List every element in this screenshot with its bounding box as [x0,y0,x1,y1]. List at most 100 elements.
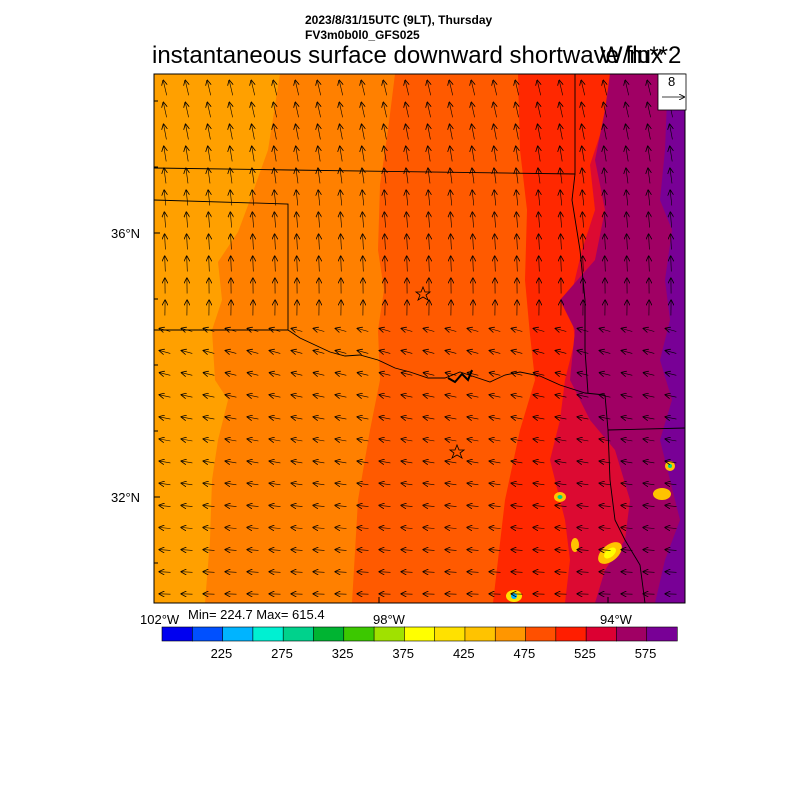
wind-arrow [314,505,325,506]
wind-arrow [556,417,567,419]
wind-arrow [336,329,347,332]
wind-arrow [515,103,518,118]
wind-arrow [626,147,628,162]
wind-arrow [648,169,650,184]
wind-arrow [581,81,584,96]
wind-arrow [274,125,277,140]
wind-arrow [446,528,457,529]
wind-arrow [182,528,193,529]
wind-arrow [226,461,237,463]
colorbar-label: 425 [452,646,475,661]
wind-arrow [204,395,215,397]
wind-arrow [248,461,259,463]
wind-arrow [490,395,501,397]
city-star-dallas [448,443,466,459]
wind-arrow [336,417,347,419]
wind-arrow [160,395,171,397]
wind-arrow [622,351,633,354]
colorbar-swatch [616,626,648,642]
wind-arrow [402,550,413,551]
wind-arrow [578,417,589,419]
wind-arrow [472,169,474,184]
wind-arrow [622,461,633,463]
wind-arrow [560,191,562,206]
wind-arrow [490,351,501,354]
wind-arrow [297,257,298,272]
wind-arrow [296,147,298,162]
wind-arrow [428,147,430,162]
wind-arrow [248,505,259,506]
wind-arrow [515,81,518,96]
wind-arrow [446,351,457,354]
wind-arrow [578,395,589,397]
wind-arrow [644,550,655,551]
wind-arrow [582,213,583,228]
wind-arrow [622,572,633,573]
wind-arrow [516,147,518,162]
wind-arrow [248,417,259,419]
wind-arrow [296,191,298,206]
wind-arrow [446,395,457,397]
wind-arrow [406,125,409,140]
wind-arrow [252,213,253,228]
wind-arrow [314,373,325,376]
wind-arrow [363,235,364,250]
wind-arrow [204,483,215,485]
wind-arrow [494,147,496,162]
wind-arrow [539,257,540,272]
wind-arrow [340,191,342,206]
wind-arrow [578,550,589,551]
wind-arrow [160,351,171,354]
wind-arrow [270,483,281,485]
wind-vectors [160,81,677,595]
lon-label-102w: 102°W [140,612,180,627]
wind-arrow [160,417,171,419]
wind-arrow [362,147,364,162]
wind-arrow [446,461,457,463]
wind-arrow [253,257,254,272]
wind-arrow [270,395,281,397]
wind-arrow [226,395,237,397]
wind-arrow [666,483,677,485]
wind-arrow [208,213,209,228]
wind-arrow [534,461,545,463]
wind-arrow [358,373,369,376]
wind-arrow [600,572,611,573]
colorbar-swatch [191,626,224,642]
wind-arrow [226,439,237,441]
wind-arrow [473,257,474,272]
wind-arrow [670,213,671,228]
wind-arrow [314,439,325,441]
wind-arrow [468,373,479,376]
wind-arrow [424,483,435,485]
wind-arrow [490,373,501,376]
wind-arrow [208,191,210,206]
wind-arrow [495,235,496,250]
wind-arrow [446,373,457,376]
wind-arrow [428,169,430,184]
wind-arrow [647,103,650,118]
wind-arrow [274,191,276,206]
wind-arrow [380,373,391,376]
field-violet-region [655,74,685,603]
wind-arrow [186,213,187,228]
wind-arrow [468,528,479,529]
wind-arrow [248,373,259,376]
wind-arrow [292,329,303,332]
colorbar-swatch [585,626,618,642]
wind-arrow [405,81,408,96]
wind-arrow [226,572,237,573]
wind-arrow [336,550,347,551]
wind-arrow [468,351,479,354]
wind-arrow [604,147,606,162]
wind-arrow [490,461,501,463]
wind-arrow [605,257,606,272]
wind-arrow [450,191,452,206]
wind-arrow [402,329,413,332]
wind-arrow [666,505,677,506]
wind-arrow [297,235,298,250]
wind-arrow [473,235,474,250]
wind-arrow [226,351,237,354]
wind-arrow [424,351,435,354]
